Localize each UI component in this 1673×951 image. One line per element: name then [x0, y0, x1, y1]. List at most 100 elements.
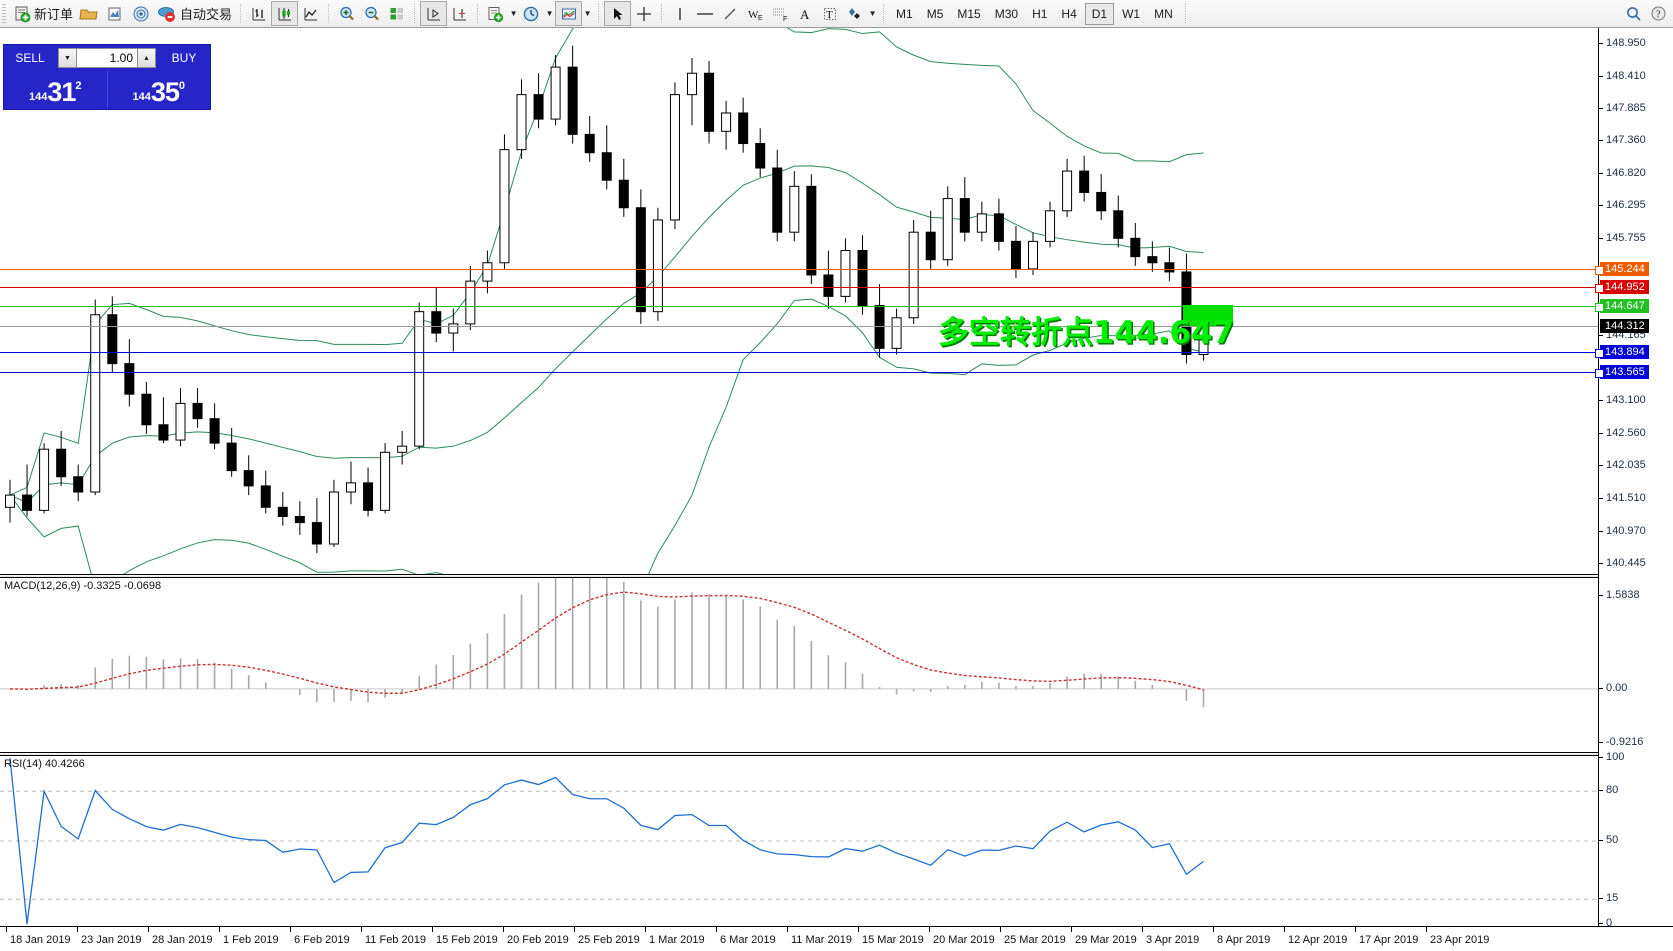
timeframe-d1[interactable]: D1 [1084, 2, 1115, 25]
price-tag-145.244[interactable]: 145.244 [1600, 262, 1649, 277]
bar-chart-button[interactable] [246, 2, 271, 25]
price-tick: 148.950 [1599, 37, 1673, 49]
elliott-button[interactable]: W E [742, 2, 767, 25]
toolbar-separator-3 [414, 3, 416, 24]
sell-button[interactable]: SELL [15, 51, 45, 65]
period-button[interactable] [519, 2, 544, 26]
profiles-button[interactable] [102, 2, 128, 26]
price-tag-144.312[interactable]: 144.312 [1600, 319, 1649, 334]
price-axis[interactable]: 148.950 148.410 147.885 147.360 146.820 146.2… [1598, 28, 1673, 929]
toolbar-separator-4 [477, 3, 479, 24]
svg-text:E: E [758, 15, 763, 22]
shift-end-button[interactable] [420, 1, 448, 26]
vline-icon [678, 7, 681, 20]
text-button[interactable]: A [792, 2, 817, 25]
date-tick [6, 927, 7, 932]
timeframe-m30[interactable]: M30 [994, 6, 1019, 21]
date-tick [290, 927, 291, 932]
shapes-button[interactable] [842, 2, 867, 25]
autotrading-button[interactable]: 自动交易 [154, 2, 235, 26]
add-indicator-button[interactable] [483, 2, 508, 26]
add-indicator-dropdown[interactable]: ▼ [509, 9, 518, 18]
rsi-pane[interactable]: RSI(14) 40.4266 [0, 755, 1673, 927]
rsi-canvas[interactable] [0, 756, 1598, 927]
candle-chart-button[interactable] [271, 1, 299, 26]
templates-button[interactable] [555, 1, 583, 26]
timeframe-h4[interactable]: H4 [1061, 6, 1077, 21]
label-icon: T [823, 7, 836, 21]
shapes-dropdown[interactable]: ▼ [868, 9, 877, 18]
folder-button[interactable] [76, 2, 102, 26]
market-watch-icon [133, 6, 149, 21]
bid-quote[interactable]: 144 31 2 [4, 71, 108, 107]
macd-pane[interactable]: MACD(12,26,9) -0.3325 -0.0698 [0, 577, 1673, 756]
level-line-145.244[interactable] [0, 269, 1598, 271]
period-dropdown[interactable]: ▼ [545, 9, 554, 18]
trendline-button[interactable] [717, 2, 742, 25]
level-line-144.952[interactable] [0, 287, 1598, 289]
level-handle[interactable] [1595, 266, 1604, 276]
label-button[interactable]: T [817, 2, 842, 25]
level-handle[interactable] [1595, 368, 1604, 378]
level-line-143.894[interactable] [0, 351, 1598, 353]
date-label: 25 Mar 2019 [1004, 934, 1066, 946]
horizontal-line-button[interactable] [692, 2, 717, 25]
volume-input[interactable]: 1.00 [77, 48, 137, 68]
date-label: 1 Feb 2019 [223, 934, 279, 946]
price-tag-144.647[interactable]: 144.647 [1600, 298, 1649, 313]
cursor-button[interactable] [604, 1, 632, 26]
new-order-icon [15, 6, 31, 22]
macd-label: MACD(12,26,9) -0.3325 -0.0698 [4, 580, 162, 592]
auto-scroll-button[interactable] [447, 2, 472, 25]
new-order-button[interactable]: 新订单 [10, 2, 76, 26]
toolbar-grip[interactable] [2, 3, 6, 24]
price-chart-canvas[interactable] [0, 28, 1598, 577]
one-click-trading-panel[interactable]: SELL ▼ 1.00 ▲ BUY 144 31 2 144 35 0 [3, 44, 211, 110]
ask-quote[interactable]: 144 35 0 [108, 71, 211, 107]
level-line-144.647[interactable] [0, 305, 1598, 307]
volume-increment-button[interactable]: ▲ [137, 48, 156, 68]
level-handle[interactable] [1595, 302, 1604, 312]
templates-dropdown[interactable]: ▼ [583, 9, 592, 18]
vertical-line-button[interactable] [667, 2, 692, 25]
price-tag-144.952[interactable]: 144.952 [1600, 280, 1649, 295]
zoom-out-button[interactable] [359, 2, 384, 25]
search-icon[interactable] [1625, 5, 1642, 22]
price-tag-143.565[interactable]: 143.565 [1600, 364, 1649, 379]
timeframe-m1[interactable]: M1 [896, 6, 913, 21]
help-icon[interactable]: ? [1650, 5, 1667, 22]
timeframe-m5[interactable]: M5 [926, 6, 944, 21]
autotrading-label: 自动交易 [180, 7, 233, 22]
macd-canvas[interactable] [0, 578, 1598, 756]
tile-windows-button[interactable] [384, 2, 409, 25]
timeframe-h1[interactable]: H1 [1032, 6, 1048, 21]
autotrading-icon [158, 6, 176, 22]
bid-prefix: 144 [28, 91, 48, 103]
fibonacci-button[interactable]: F [767, 2, 792, 25]
text-icon: A [800, 7, 810, 22]
timeframe-m15[interactable]: M15 [957, 6, 981, 21]
timeframe-w1[interactable]: W1 [1122, 6, 1141, 21]
price-tag-143.894[interactable]: 143.894 [1600, 344, 1649, 359]
level-line-143.565[interactable] [0, 371, 1598, 373]
new-order-label: 新订单 [34, 7, 74, 22]
level-handle[interactable] [1595, 284, 1604, 294]
line-chart-button[interactable] [298, 2, 323, 25]
level-handle[interactable] [1595, 348, 1604, 358]
timeframe-mn[interactable]: MN [1154, 6, 1173, 21]
level-line-144.312[interactable] [0, 326, 1598, 328]
price-tick: 143.100 [1599, 394, 1673, 406]
date-tick [432, 927, 433, 932]
buy-button[interactable]: BUY [171, 51, 197, 65]
market-watch-button[interactable] [128, 2, 154, 26]
toolbar-separator-8 [1184, 3, 1186, 24]
date-tick [645, 927, 646, 932]
volume-stepper[interactable]: ▼ 1.00 ▲ [58, 48, 156, 68]
crosshair-button[interactable] [631, 2, 656, 25]
date-axis[interactable]: 18 Jan 2019 23 Jan 2019 28 Jan 2019 1 Feb 2… [0, 926, 1673, 951]
price-pane[interactable] [0, 28, 1673, 577]
volume-decrement-button[interactable]: ▼ [58, 48, 77, 68]
rsi-tick: 50 [1599, 834, 1673, 846]
zoom-in-button[interactable] [334, 2, 359, 25]
ask-prefix: 144 [132, 91, 151, 103]
